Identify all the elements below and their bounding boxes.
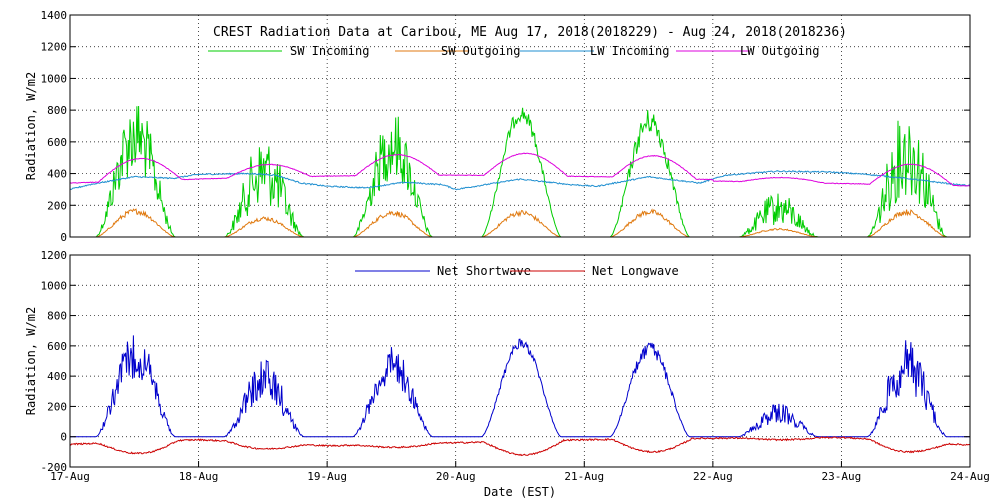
legend-label-net-longwave: Net Longwave (592, 264, 679, 278)
bottom-y-tick-label: -200 (41, 461, 68, 474)
bottom-ylabel: Radiation, W/m2 (24, 307, 38, 415)
bottom-y-tick-label: 400 (47, 370, 67, 383)
bottom-y-tick-label: 600 (47, 340, 67, 353)
legend-label-lw-incoming: LW Incoming (590, 44, 669, 58)
bottom-plot-frame (69, 254, 971, 468)
top-y-tick-label: 1200 (41, 41, 68, 54)
x-tick-label: 21-Aug (564, 470, 604, 483)
x-tick-label: 18-Aug (179, 470, 219, 483)
top-y-tick-label: 400 (47, 168, 67, 181)
top-y-tick-label: 200 (47, 199, 67, 212)
x-tick-label: 24-Aug (950, 470, 990, 483)
top-y-tick-label: 0 (60, 231, 67, 244)
bottom-y-tick-label: 0 (60, 431, 67, 444)
top-grid (70, 15, 970, 237)
top-panel: 0 200 400 600 800 1000 1200 1400 Radiation, W/m… (24, 9, 971, 244)
bottom-y-tick-label: 800 (47, 310, 67, 323)
bottom-grid (70, 255, 970, 467)
chart-title: CREST Radiation Data at Caribou, ME Aug … (213, 25, 847, 40)
top-y-ticks: 0 200 400 600 800 1000 1200 1400 (41, 9, 970, 244)
series-line-net-longwave (69, 436, 971, 457)
top-plot-frame (69, 14, 971, 238)
legend-label-sw-outgoing: SW Outgoing (441, 44, 520, 58)
top-legend: SW Incoming SW Outgoing LW Incoming LW O… (208, 44, 819, 58)
bottom-y-tick-label: 1000 (41, 279, 68, 292)
series-line-lw-incoming (69, 170, 970, 191)
series-line-lw-outgoing (69, 152, 971, 187)
top-y-tick-label: 1000 (41, 72, 68, 85)
x-tick-label: 22-Aug (693, 470, 733, 483)
x-tick-label: 17-Aug (50, 470, 90, 483)
bottom-y-tick-label: 1200 (41, 249, 68, 262)
bottom-y-ticks: -200 0 200 400 600 800 1000 1200 (41, 249, 970, 474)
legend-label-sw-incoming: SW Incoming (290, 44, 369, 58)
legend-label-net-shortwave: Net Shortwave (437, 264, 531, 278)
bottom-xlabel: Date (EST) (484, 485, 556, 499)
top-y-tick-label: 1400 (41, 9, 68, 22)
top-y-tick-label: 600 (47, 136, 67, 149)
x-ticks: 17-Aug 18-Aug 19-Aug 20-Aug 21-Aug 22-Aug 23-A… (50, 461, 990, 483)
bottom-series (69, 335, 971, 457)
x-tick-label: 23-Aug (822, 470, 862, 483)
series-line-net-shortwave (70, 335, 970, 438)
bottom-panel: -200 0 200 400 600 800 1000 1200 17-Aug 18-Aug 19… (24, 249, 990, 499)
bottom-legend: Net Shortwave Net Longwave (355, 264, 679, 278)
bottom-y-tick-label: 200 (47, 400, 67, 413)
x-tick-label: 20-Aug (436, 470, 476, 483)
top-ylabel: Radiation, W/m2 (24, 72, 38, 180)
legend-label-lw-outgoing: LW Outgoing (740, 44, 819, 58)
x-tick-label: 19-Aug (307, 470, 347, 483)
top-y-tick-label: 800 (47, 104, 67, 117)
